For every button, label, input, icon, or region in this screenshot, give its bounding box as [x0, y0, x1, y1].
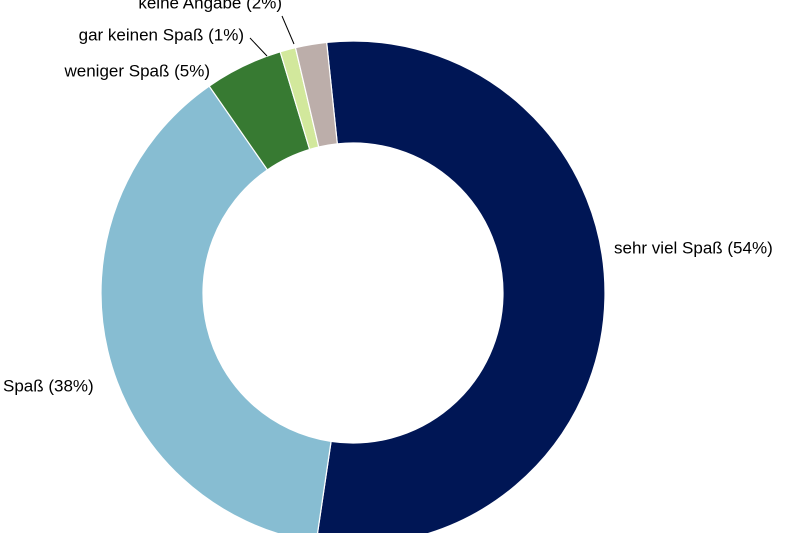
- leader-line: [281, 15, 295, 45]
- leader-line: [249, 37, 268, 57]
- slice-label: gar keinen Spaß (1%): [79, 25, 244, 44]
- leader-lines-layer: [249, 15, 295, 57]
- labels-layer: sehr viel Spaß (54%) Spaß (38%) weniger Sp…: [3, 0, 773, 395]
- slice-label: sehr viel Spaß (54%): [614, 238, 773, 257]
- slice-sehr-viel-spaß: [316, 40, 606, 533]
- slices-layer: [100, 40, 606, 533]
- slice-keine-angabe: [294, 41, 338, 148]
- slice-label: keine Angabe (2%): [138, 0, 282, 12]
- slice-spaß: [100, 85, 332, 533]
- slice-label: weniger Spaß (5%): [63, 61, 210, 80]
- slice-label: Spaß (38%): [3, 376, 94, 395]
